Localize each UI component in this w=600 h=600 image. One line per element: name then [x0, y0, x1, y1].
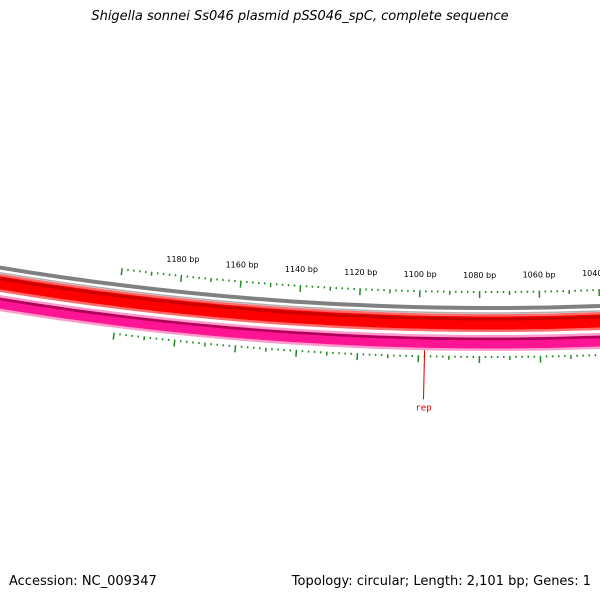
rep-gene-band — [0, 297, 600, 349]
reverse-cds-edge — [0, 297, 600, 341]
feature-tracks — [0, 265, 600, 352]
ruler-label: 1060 bp — [523, 271, 556, 280]
topology-summary: Topology: circular; Length: 2,101 bp; Ge… — [291, 574, 591, 589]
outer-tick — [239, 280, 242, 288]
ruler-label: 1080 bp — [463, 271, 496, 280]
gene-labels: rep — [415, 350, 432, 413]
rep-label-leader — [423, 350, 426, 400]
backbone-inner — [0, 271, 600, 314]
outer-tick — [180, 274, 183, 283]
ruler-label: 1120 bp — [344, 268, 377, 277]
ruler-label: 1160 bp — [226, 261, 259, 270]
inner-tick — [112, 332, 115, 340]
inner-tick — [173, 339, 176, 347]
ruler-label: 1140 bp — [285, 265, 318, 274]
inner-tick — [234, 345, 237, 353]
backbone-outer — [0, 265, 600, 310]
gene-label-rep[interactable]: rep — [415, 403, 431, 413]
accession-text: Accession: NC_009347 — [9, 574, 157, 589]
ruler-label: 1100 bp — [404, 270, 437, 279]
forward-cds-band — [0, 276, 600, 330]
ruler-label: 1040 bp — [582, 269, 600, 278]
ruler-labels: 1180 bp 1160 bp 1140 bp 1120 bp 1100 bp 1080 … — [166, 255, 600, 280]
forward-cds-edge — [0, 277, 600, 321]
map-title: Shigella sonnei Ss046 plasmid pSS046_spC… — [91, 9, 509, 24]
ruler-ticks — [112, 268, 600, 363]
outer-tick — [120, 268, 123, 276]
ruler-label: 1180 bp — [166, 255, 199, 264]
